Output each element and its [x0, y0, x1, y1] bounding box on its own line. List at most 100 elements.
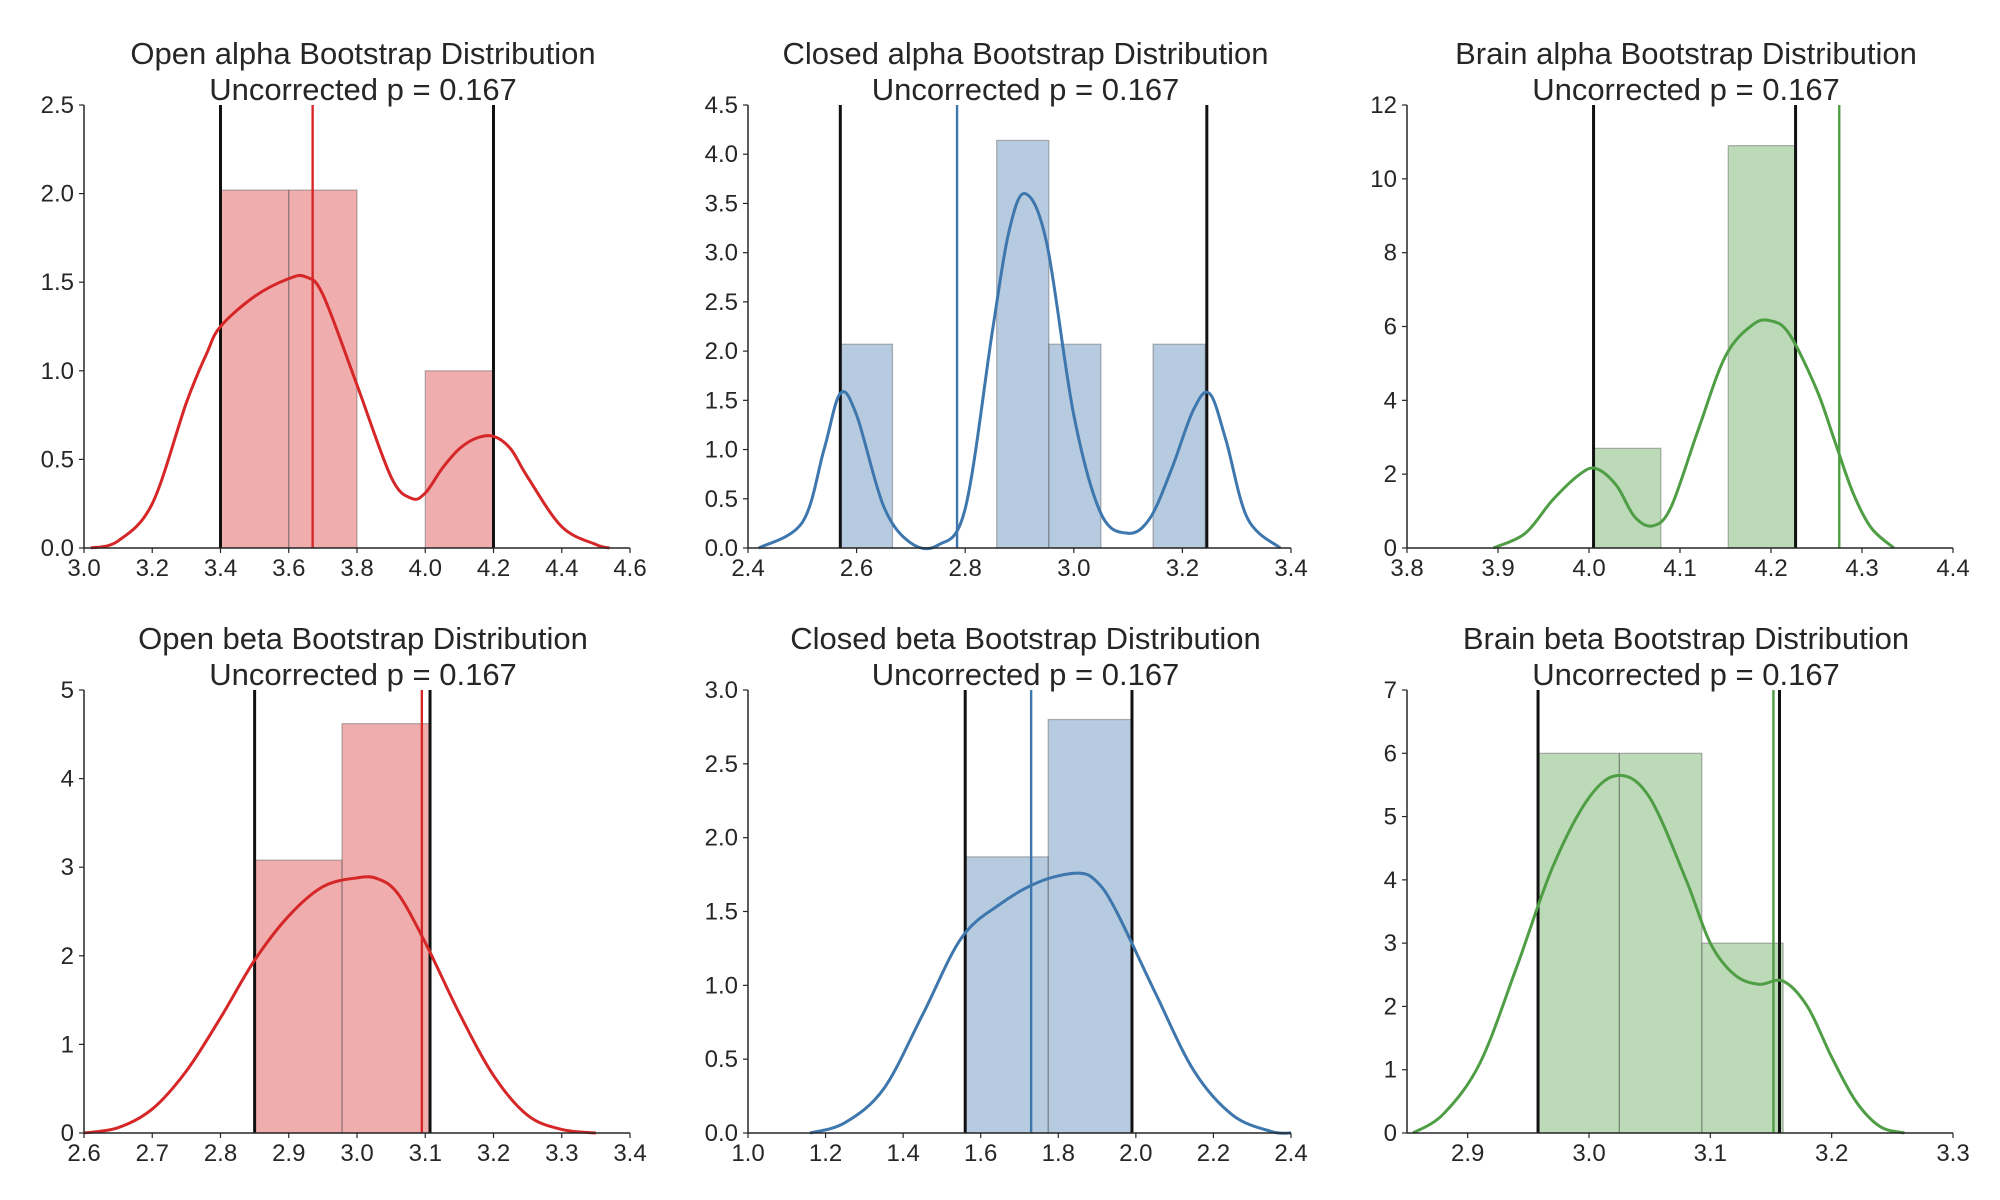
histogram-bar [1701, 942, 1784, 1134]
y-tick-label: 8 [1384, 240, 1397, 267]
histogram-bar [1618, 752, 1703, 1134]
x-tick-label: 4.1 [1663, 555, 1696, 582]
y-tick-label: 1.5 [705, 899, 738, 926]
kde-curve [1492, 318, 1895, 550]
chart-panel: Closed alpha Bootstrap DistributionUncor… [705, 36, 1308, 582]
x-tick-label: 3.0 [1572, 1140, 1605, 1167]
x-tick-label: 2.6 [840, 555, 873, 582]
x-tick-label: 1.6 [964, 1140, 997, 1167]
x-tick-label: 4.3 [1845, 555, 1878, 582]
y-tick-label: 0.5 [705, 1046, 738, 1073]
histogram-bar [219, 189, 290, 549]
y-tick-label: 5 [1384, 804, 1397, 831]
kde-curve [83, 875, 597, 1135]
chart-title: Brain alpha Bootstrap Distribution [1455, 36, 1917, 71]
x-tick-label: 3.2 [1166, 555, 1199, 582]
y-tick-label: 4 [61, 766, 74, 793]
chart-panel: Closed beta Bootstrap DistributionUncorr… [705, 621, 1308, 1167]
x-tick-label: 3.8 [340, 555, 373, 582]
x-tick-label: 3.2 [1815, 1140, 1848, 1167]
y-tick-label: 2.0 [41, 181, 74, 208]
x-tick-label: 1.0 [731, 1140, 764, 1167]
y-tick-label: 2 [1384, 993, 1397, 1020]
histogram-bar [1047, 718, 1132, 1134]
y-tick-label: 1 [61, 1031, 74, 1058]
chart-title: Closed alpha Bootstrap Distribution [783, 36, 1269, 71]
chart-panel: Brain alpha Bootstrap DistributionUncorr… [1370, 36, 1969, 582]
x-tick-label: 2.4 [1274, 1140, 1307, 1167]
y-tick-label: 2.5 [705, 289, 738, 316]
x-tick-label: 1.8 [1042, 1140, 1075, 1167]
x-tick-label: 2.7 [136, 1140, 169, 1167]
x-tick-label: 3.9 [1481, 555, 1514, 582]
y-tick-label: 0 [1384, 535, 1397, 562]
y-tick-label: 2.0 [705, 825, 738, 852]
x-tick-label: 3.1 [1694, 1140, 1727, 1167]
x-tick-label: 3.4 [1274, 555, 1307, 582]
x-tick-label: 3.6 [272, 555, 305, 582]
y-tick-label: 6 [1384, 740, 1397, 767]
x-tick-label: 3.4 [613, 1140, 646, 1167]
kde-curve [758, 192, 1282, 551]
x-tick-label: 4.6 [613, 555, 646, 582]
histogram-bar [1592, 447, 1662, 549]
x-tick-label: 3.0 [67, 555, 100, 582]
chart-panel: Open alpha Bootstrap DistributionUncorre… [41, 36, 647, 582]
x-tick-label: 1.2 [809, 1140, 842, 1167]
x-tick-label: 3.1 [409, 1140, 442, 1167]
y-tick-label: 4 [1384, 867, 1397, 894]
kde-curve [809, 871, 1292, 1135]
kde-curve [90, 273, 610, 550]
y-tick-label: 7 [1384, 677, 1397, 704]
y-tick-label: 1.0 [41, 358, 74, 385]
y-tick-label: 0.0 [41, 535, 74, 562]
y-tick-label: 3 [61, 854, 74, 881]
x-tick-label: 2.8 [204, 1140, 237, 1167]
y-tick-label: 0 [61, 1120, 74, 1147]
y-tick-label: 10 [1370, 166, 1397, 193]
x-tick-label: 2.8 [949, 555, 982, 582]
y-tick-label: 2.5 [41, 92, 74, 119]
histogram-bar [1048, 343, 1102, 549]
chart-title: Brain beta Bootstrap Distribution [1463, 621, 1909, 656]
chart-subtitle: Uncorrected p = 0.167 [872, 72, 1180, 107]
histogram-bar [996, 139, 1050, 549]
chart-title: Open alpha Bootstrap Distribution [130, 36, 595, 71]
y-tick-label: 2 [1384, 461, 1397, 488]
x-tick-label: 2.9 [272, 1140, 305, 1167]
chart-subtitle: Uncorrected p = 0.167 [209, 657, 517, 692]
y-tick-label: 4.5 [705, 92, 738, 119]
histogram-bar [424, 370, 495, 549]
y-tick-label: 2.0 [705, 338, 738, 365]
histogram-bar [1537, 752, 1620, 1134]
y-tick-label: 0.5 [705, 486, 738, 513]
y-tick-label: 1 [1384, 1057, 1397, 1084]
x-tick-label: 3.4 [204, 555, 237, 582]
y-tick-label: 4.0 [705, 141, 738, 168]
x-tick-label: 3.2 [136, 555, 169, 582]
chart-subtitle: Uncorrected p = 0.167 [1532, 657, 1840, 692]
chart-subtitle: Uncorrected p = 0.167 [209, 72, 517, 107]
chart-panel: Brain beta Bootstrap DistributionUncorre… [1384, 621, 1970, 1167]
y-tick-label: 1.0 [705, 972, 738, 999]
x-tick-label: 2.2 [1197, 1140, 1230, 1167]
y-tick-label: 4 [1384, 387, 1397, 414]
y-tick-label: 0.0 [705, 1120, 738, 1147]
x-tick-label: 4.4 [545, 555, 578, 582]
y-tick-label: 6 [1384, 314, 1397, 341]
chart-title: Open beta Bootstrap Distribution [138, 621, 588, 656]
kde-curve [1412, 773, 1905, 1135]
y-tick-label: 2.5 [705, 751, 738, 778]
histogram-bar [341, 723, 430, 1134]
x-tick-label: 4.0 [409, 555, 442, 582]
y-tick-label: 1.5 [41, 269, 74, 296]
histogram-bar [964, 856, 1049, 1134]
x-tick-label: 3.0 [1057, 555, 1090, 582]
x-tick-label: 3.3 [1936, 1140, 1969, 1167]
y-tick-label: 0 [1384, 1120, 1397, 1147]
y-tick-label: 5 [61, 677, 74, 704]
y-tick-label: 1.5 [705, 387, 738, 414]
y-tick-label: 1.0 [705, 437, 738, 464]
y-tick-label: 3.0 [705, 240, 738, 267]
